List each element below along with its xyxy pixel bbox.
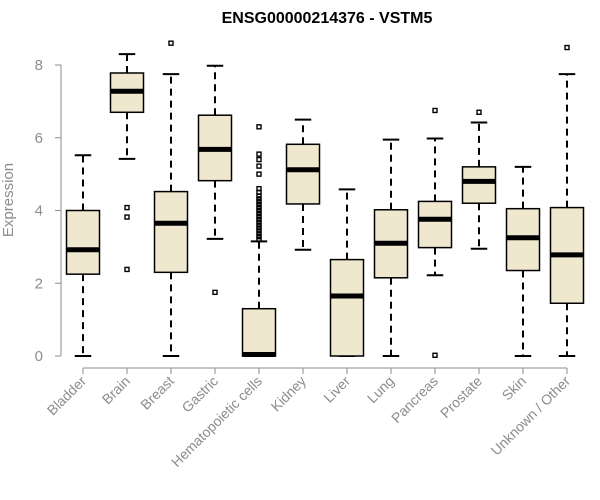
x-tick-label-lung: Lung xyxy=(364,373,397,406)
outlier-point xyxy=(256,216,262,222)
x-tick-label-liver: Liver xyxy=(320,373,353,406)
box-group-breast xyxy=(153,40,189,357)
x-tick-label-breast: Breast xyxy=(137,373,177,413)
y-tick-label: 2 xyxy=(35,275,43,292)
box-group-hematopoietic-cells xyxy=(241,124,277,358)
y-tick-label: 6 xyxy=(35,130,43,147)
outlier-point xyxy=(256,233,262,240)
outlier-point xyxy=(256,156,262,163)
outlier-point xyxy=(256,231,262,237)
x-tick-label-brain: Brain xyxy=(99,373,133,407)
outlier-point xyxy=(168,40,174,46)
outlier-point xyxy=(256,228,262,234)
outlier-point xyxy=(256,196,262,202)
y-tick-label: 4 xyxy=(35,203,43,220)
x-tick-label-skin: Skin xyxy=(499,373,530,404)
box-iqr xyxy=(65,209,101,275)
outlier-point xyxy=(256,151,262,157)
outlier-point xyxy=(256,213,262,220)
box-group-pancreas xyxy=(417,107,453,358)
outlier-point xyxy=(256,210,262,217)
x-tick-label-pancreas: Pancreas xyxy=(388,373,441,426)
x-tick-label-gastric: Gastric xyxy=(178,373,221,416)
outlier-point xyxy=(256,222,262,228)
outlier-point xyxy=(124,266,130,273)
x-tick-label-bladder: Bladder xyxy=(44,373,90,419)
box-iqr xyxy=(285,143,321,205)
x-tick-label-kidney: Kidney xyxy=(268,373,310,415)
box-group-kidney xyxy=(285,118,321,251)
outlier-point xyxy=(256,225,262,231)
outlier-point xyxy=(432,107,438,114)
outlier-point xyxy=(256,124,262,130)
outlier-point xyxy=(256,185,262,192)
outlier-point xyxy=(124,214,130,220)
outlier-point xyxy=(256,199,262,205)
box-group-lung xyxy=(373,138,409,357)
box-group-brain xyxy=(109,53,145,273)
plot-area xyxy=(65,40,585,358)
outlier-point xyxy=(256,219,262,225)
outlier-point xyxy=(256,207,262,214)
box-group-liver xyxy=(329,188,365,357)
outlier-point xyxy=(564,44,570,51)
box-group-unknown-other xyxy=(549,44,585,357)
outlier-point xyxy=(256,236,262,243)
y-tick-label: 8 xyxy=(35,57,43,74)
box-group-bladder xyxy=(65,154,101,357)
outlier-point xyxy=(256,171,262,177)
box-group-skin xyxy=(505,165,541,357)
outlier-point xyxy=(256,163,262,169)
box-iqr xyxy=(461,166,497,204)
y-tick-label: 0 xyxy=(35,348,43,365)
box-iqr xyxy=(153,190,189,274)
x-tick-label-unknown-other: Unknown / Other xyxy=(488,373,574,459)
box-group-gastric xyxy=(197,64,233,296)
box-iqr xyxy=(417,200,453,249)
box-iqr xyxy=(241,307,277,357)
outlier-point xyxy=(476,109,482,115)
box-iqr xyxy=(329,258,365,357)
outlier-point xyxy=(432,352,438,358)
outlier-point xyxy=(124,204,130,211)
outlier-point xyxy=(212,289,218,296)
x-tick-label-prostate: Prostate xyxy=(437,373,485,421)
outlier-point xyxy=(256,204,262,211)
y-axis: 0 2 4 6 8 xyxy=(35,57,62,365)
chart-title: ENSG00000214376 - VSTM5 xyxy=(222,10,433,27)
box-group-prostate xyxy=(461,109,497,250)
outlier-point xyxy=(256,201,262,208)
y-axis-label: Expression xyxy=(0,163,17,237)
